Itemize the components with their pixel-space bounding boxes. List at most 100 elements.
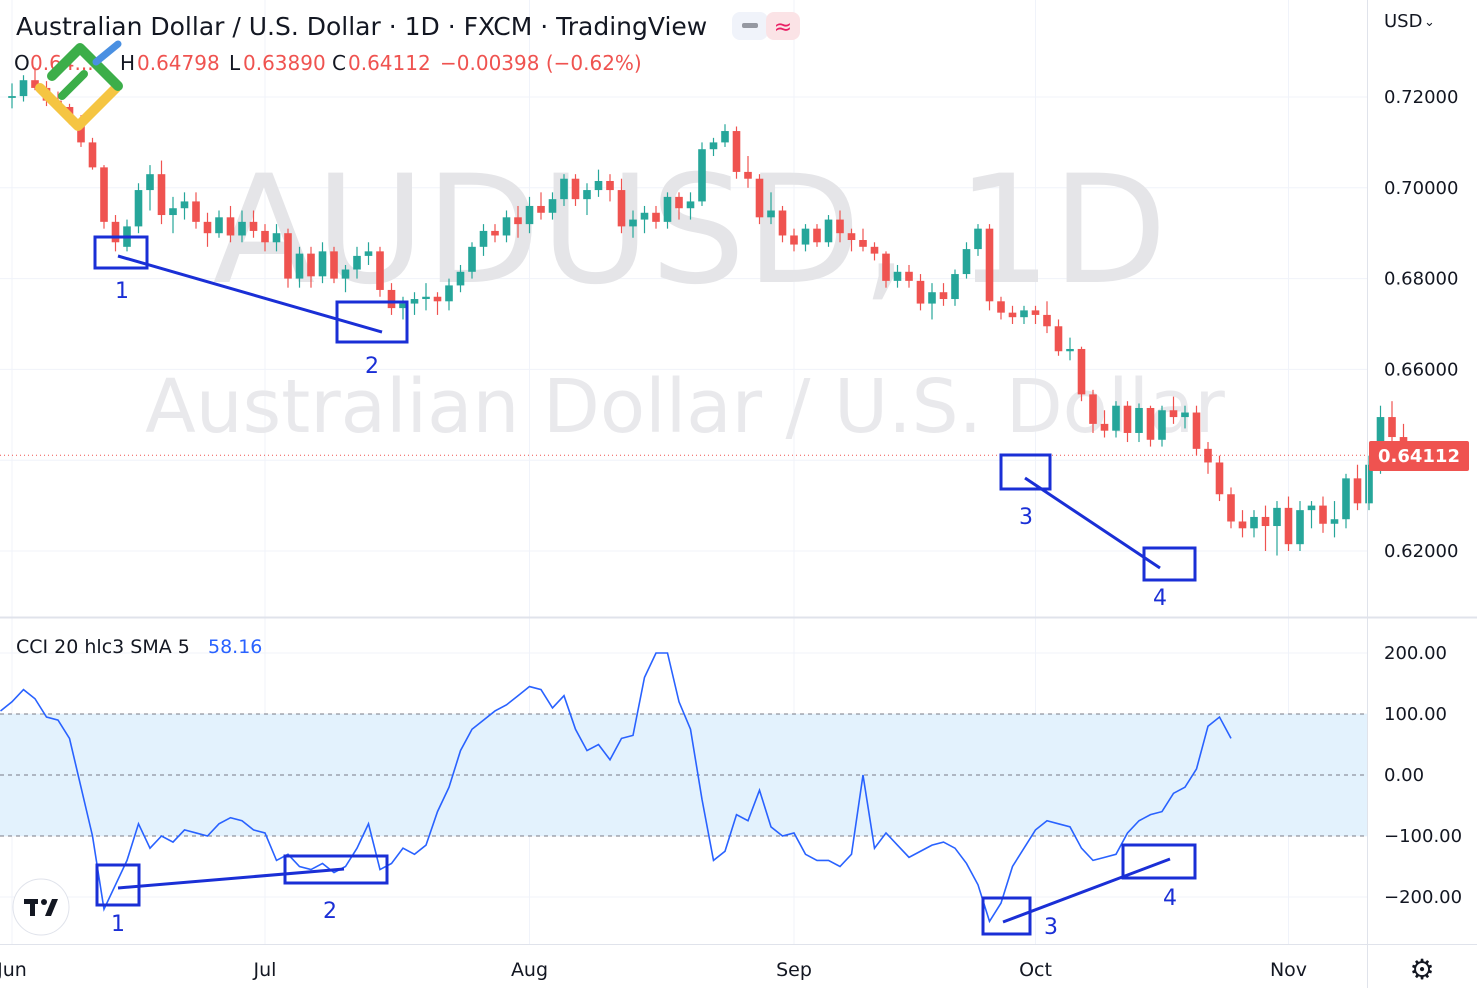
candle[interactable] [675,192,683,220]
candle[interactable] [686,192,695,220]
candle[interactable] [905,264,913,288]
candle[interactable] [261,224,269,252]
candle[interactable] [755,174,764,225]
cci-axis[interactable]: 200.00 100.00 0.00 −100.00 −200.00 [1384,643,1462,908]
candle[interactable] [364,242,373,265]
candle[interactable] [652,205,660,229]
price-divergence-line-1[interactable] [117,254,383,334]
candle[interactable] [629,210,637,238]
candle[interactable] [307,246,315,288]
candle[interactable] [514,205,522,238]
candle[interactable] [583,183,591,216]
candle[interactable] [1273,501,1281,556]
candle[interactable] [1020,305,1028,324]
cci-divergence-line-2[interactable] [1002,857,1171,924]
candle[interactable] [249,210,258,238]
candle[interactable] [801,224,810,252]
candle[interactable] [594,169,603,197]
candle[interactable] [1238,510,1247,538]
candle[interactable] [1135,403,1143,443]
candle[interactable] [330,246,338,284]
candle[interactable] [824,215,833,247]
candle[interactable] [1077,346,1086,402]
candle[interactable] [813,224,821,247]
candle[interactable] [744,156,752,188]
annotation-box-3[interactable] [999,453,1052,491]
candle[interactable] [778,205,787,243]
candle[interactable] [928,283,936,320]
candle[interactable] [295,246,304,288]
candle[interactable] [422,283,430,311]
candle[interactable] [1261,505,1270,551]
cci-annotation-box-4[interactable] [1121,843,1197,880]
cci-annotations[interactable] [95,843,1197,936]
candle[interactable] [640,205,649,234]
candle[interactable] [318,242,327,284]
candle[interactable] [1054,319,1063,356]
annotation-box-1[interactable] [93,235,149,270]
cci-annotation-box-2[interactable] [283,854,389,885]
candle[interactable] [1204,442,1212,474]
series-toggle[interactable] [766,12,800,40]
candle[interactable] [1215,455,1224,502]
candle[interactable] [226,205,235,243]
candle[interactable] [157,160,166,225]
annotation-box-2[interactable] [335,300,409,344]
candle[interactable] [537,192,545,220]
candle[interactable] [847,228,856,252]
candle[interactable] [203,212,212,247]
candle[interactable] [8,83,16,109]
candle[interactable] [169,196,177,234]
cci-line[interactable] [0,652,1232,924]
candle[interactable] [111,215,120,252]
candle[interactable] [272,224,281,252]
candle[interactable] [1158,405,1166,447]
candle[interactable] [962,242,971,279]
candle[interactable] [1296,501,1304,551]
candle[interactable] [19,75,28,102]
candle[interactable] [180,192,189,220]
cci-series[interactable] [0,652,1232,924]
candle[interactable] [376,246,384,297]
candle[interactable] [916,274,925,311]
candle[interactable] [502,210,511,243]
candle[interactable] [974,224,982,256]
candle[interactable] [491,224,499,243]
candle[interactable] [698,142,706,206]
candle[interactable] [1043,301,1051,334]
price-divergence-line-2[interactable] [1024,476,1161,570]
candle[interactable] [134,183,143,234]
candle[interactable] [836,210,844,243]
candle[interactable] [1066,337,1074,361]
candle[interactable] [1031,305,1040,324]
candle[interactable] [215,210,223,238]
candle[interactable] [1089,389,1097,433]
candle[interactable] [985,224,994,311]
candle[interactable] [88,137,97,170]
candle[interactable] [732,126,741,179]
candle[interactable] [1100,410,1109,438]
price-annotations[interactable] [93,235,1197,582]
candle[interactable] [525,196,534,234]
candle[interactable] [433,292,442,315]
settings-gear-icon[interactable]: ⚙ [1409,953,1434,986]
candle[interactable] [1112,401,1120,438]
candle[interactable] [1181,405,1189,429]
candle[interactable] [1342,473,1350,529]
candle[interactable] [790,228,798,252]
candle[interactable] [767,192,775,225]
candle[interactable] [410,292,419,315]
candle[interactable] [456,264,465,293]
candle[interactable] [284,228,292,288]
candle[interactable] [31,67,39,91]
candle[interactable] [468,242,476,279]
candle[interactable] [238,210,246,243]
candlestick-series[interactable] [8,67,1408,556]
candle[interactable] [951,269,959,306]
candle[interactable] [146,165,154,211]
candle[interactable] [663,192,672,229]
candle[interactable] [893,264,902,288]
candle[interactable] [1284,496,1293,551]
candle[interactable] [560,174,568,206]
